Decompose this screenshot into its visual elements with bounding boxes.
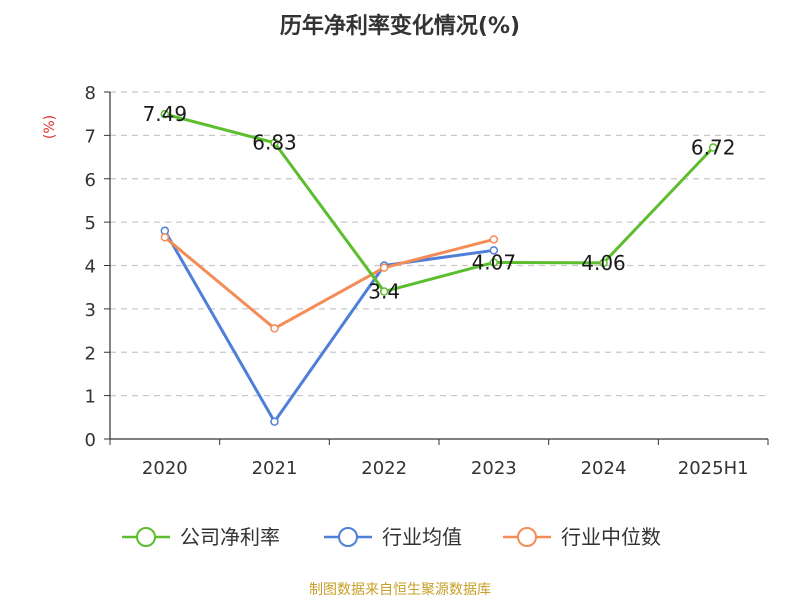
legend: 公司净利率 行业均值 行业中位数 xyxy=(122,525,661,549)
y-tick-label: 0 xyxy=(85,430,96,451)
legend-label: 公司净利率 xyxy=(180,525,280,549)
x-axis-ticks: 2020 2021 2022 2023 2024 2025H1 xyxy=(109,439,769,479)
data-point xyxy=(599,258,608,268)
series-line-2 xyxy=(163,236,495,330)
series-points xyxy=(160,109,718,426)
data-label: 3.4 xyxy=(368,280,400,304)
data-label: 4.06 xyxy=(581,251,626,275)
series-line-0 xyxy=(164,112,715,294)
series-line-1 xyxy=(163,230,495,424)
legend-label: 行业均值 xyxy=(382,525,462,549)
y-tick-label: 6 xyxy=(85,170,96,191)
x-tick-label: 2024 xyxy=(581,458,627,479)
y-tick-label: 2 xyxy=(85,343,96,364)
axes xyxy=(109,92,768,440)
y-tick-label: 1 xyxy=(85,387,96,408)
y-tick-label: 8 xyxy=(85,83,96,104)
data-label: 7.49 xyxy=(143,102,188,126)
y-tick-label: 7 xyxy=(85,126,96,147)
y-tick-label: 4 xyxy=(85,257,96,278)
legend-marker xyxy=(338,527,358,547)
x-tick-label: 2023 xyxy=(471,458,517,479)
legend-marker xyxy=(136,527,156,547)
data-point xyxy=(270,138,279,147)
y-axis-ticks: 0 1 2 3 4 5 6 7 8 xyxy=(85,83,110,451)
data-point xyxy=(708,143,718,152)
legend-item: 行业均值 xyxy=(324,525,462,549)
data-point xyxy=(379,287,389,296)
data-point xyxy=(160,233,170,242)
legend-item: 行业中位数 xyxy=(503,525,661,549)
source-footer: 制图数据来自恒生聚源数据库 xyxy=(309,582,491,598)
data-point xyxy=(270,417,279,426)
series-lines xyxy=(163,112,715,424)
y-axis-unit-label: (%) xyxy=(42,115,58,139)
data-label: 6.72 xyxy=(691,136,736,160)
data-label: 4.07 xyxy=(472,250,517,274)
legend-marker xyxy=(517,527,537,547)
x-tick-label: 2022 xyxy=(361,458,407,479)
legend-item: 公司净利率 xyxy=(122,525,280,549)
y-tick-label: 3 xyxy=(85,300,96,321)
data-point xyxy=(489,235,499,244)
data-point xyxy=(160,109,170,119)
x-tick-label: 2025H1 xyxy=(678,458,749,479)
legend-label: 行业中位数 xyxy=(561,525,661,549)
chart-title: 历年净利率变化情况(%) xyxy=(280,13,520,39)
data-point xyxy=(489,258,499,267)
x-tick-label: 2021 xyxy=(252,458,298,479)
data-point xyxy=(270,324,279,333)
gridlines xyxy=(110,91,768,397)
data-point xyxy=(489,246,499,255)
x-tick-label: 2020 xyxy=(142,458,188,479)
data-label: 6.83 xyxy=(252,131,297,155)
data-labels: 7.49 6.83 3.4 4.07 4.06 6.72 xyxy=(143,102,736,303)
data-point xyxy=(379,263,389,272)
y-tick-label: 5 xyxy=(85,213,96,234)
